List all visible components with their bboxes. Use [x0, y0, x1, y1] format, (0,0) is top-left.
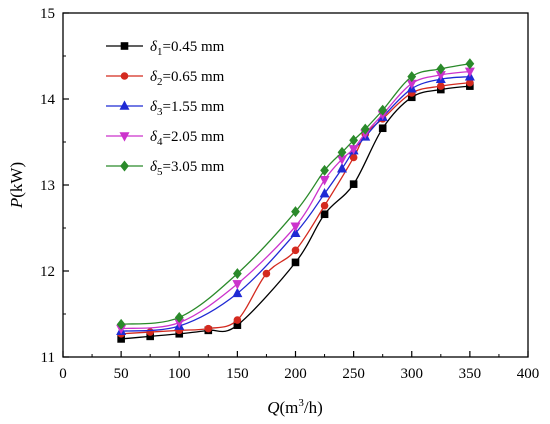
legend-subscript: 1	[157, 46, 163, 58]
y-tick-label: 15	[40, 6, 55, 22]
x-tick-label: 50	[114, 366, 129, 382]
legend-value: 0.45 mm	[171, 39, 225, 55]
legend-marker	[120, 160, 129, 172]
y-axis: 11 12 13 14 15	[40, 6, 69, 366]
legend-subscript: 5	[157, 166, 163, 178]
legend-symbol: δ	[150, 99, 158, 115]
data-point	[436, 63, 446, 75]
legend-value: 0.65 mm	[171, 69, 225, 85]
data-point	[174, 311, 184, 323]
data-point	[232, 287, 243, 298]
x-tick-label: 200	[284, 366, 307, 382]
legend-symbol: δ	[150, 159, 158, 175]
x-tick-label: 300	[401, 366, 424, 382]
legend-marker	[119, 100, 130, 110]
data-point	[232, 280, 243, 290]
data-point	[232, 268, 242, 280]
x-axis-title: Q(m3/h)	[267, 397, 323, 417]
legend-marker	[119, 132, 130, 142]
legend-item: δ1=0.45 mm	[106, 39, 225, 58]
x-tick-label: 100	[168, 366, 191, 382]
legend-label: δ5=3.05 mm	[150, 159, 225, 178]
legend-equals: =	[162, 159, 170, 175]
data-point	[320, 201, 329, 210]
series-5	[116, 58, 475, 330]
legend-label: δ1=0.45 mm	[150, 39, 225, 58]
series-layer	[116, 58, 475, 343]
data-point	[291, 206, 300, 218]
x-tick-label: 0	[59, 366, 67, 382]
legend-symbol: δ	[150, 129, 158, 145]
legend-symbol: δ	[150, 69, 158, 85]
x-axis-title-unit-sup: 3	[298, 397, 304, 409]
y-tick-label: 12	[40, 264, 55, 280]
data-point	[290, 227, 301, 237]
plot-frame	[62, 12, 529, 358]
y-axis-title-unit: (kW)	[7, 162, 26, 198]
data-point	[262, 269, 271, 278]
y-tick-label: 14	[40, 92, 56, 108]
x-axis: 0 50 100 150 200 250 300 350 400	[59, 351, 539, 382]
legend-equals: =	[162, 99, 170, 115]
legend-subscript: 4	[157, 136, 163, 148]
x-tick-label: 350	[459, 366, 482, 382]
data-point	[378, 124, 387, 133]
data-point	[319, 176, 330, 186]
legend-item: δ5=3.05 mm	[106, 159, 225, 178]
legend-subscript: 3	[157, 106, 163, 118]
legend-marker	[120, 72, 129, 80]
x-tick-label: 400	[517, 366, 540, 382]
legend-value: 1.55 mm	[171, 99, 225, 115]
data-point	[337, 146, 347, 158]
data-point	[319, 187, 330, 198]
data-point	[360, 123, 370, 135]
legend-subscript: 2	[157, 76, 163, 88]
data-point	[233, 316, 242, 324]
legend-equals: =	[162, 69, 170, 85]
data-point	[291, 258, 300, 267]
data-point	[465, 58, 475, 70]
data-point	[204, 324, 213, 333]
y-tick-label: 13	[40, 178, 55, 194]
x-axis-title-unit-close: /h)	[304, 398, 323, 417]
y-axis-title: P(kW)	[7, 162, 26, 209]
data-point	[320, 210, 329, 219]
legend-label: δ4=2.05 mm	[150, 129, 225, 148]
x-tick-label: 150	[226, 366, 249, 382]
data-point	[116, 318, 126, 330]
legend-equals: =	[162, 129, 170, 145]
legend-item: δ4=2.05 mm	[106, 129, 225, 148]
data-point	[378, 104, 388, 116]
data-point	[290, 222, 301, 232]
y-tick-label: 11	[41, 350, 55, 366]
legend-item: δ3=1.55 mm	[106, 99, 225, 118]
y-axis-title-main: P	[7, 198, 26, 209]
x-tick-label: 250	[342, 366, 365, 382]
data-point	[320, 164, 329, 176]
legend-value: 3.05 mm	[171, 159, 225, 175]
legend-symbol: δ	[150, 39, 158, 55]
legend-value: 2.05 mm	[171, 129, 225, 145]
data-point	[291, 246, 300, 255]
data-point	[407, 71, 417, 83]
legend-marker	[120, 42, 129, 50]
data-point	[437, 82, 445, 90]
legend-label: δ2=0.65 mm	[150, 69, 225, 88]
legend-label: δ3=1.55 mm	[150, 99, 225, 118]
legend-item: δ2=0.65 mm	[106, 69, 225, 88]
x-axis-title-main: Q	[267, 398, 279, 417]
data-point	[337, 163, 347, 173]
legend-equals: =	[162, 39, 170, 55]
data-point	[349, 134, 359, 146]
data-point	[349, 180, 358, 188]
x-axis-title-unit-open: (m	[280, 398, 299, 417]
